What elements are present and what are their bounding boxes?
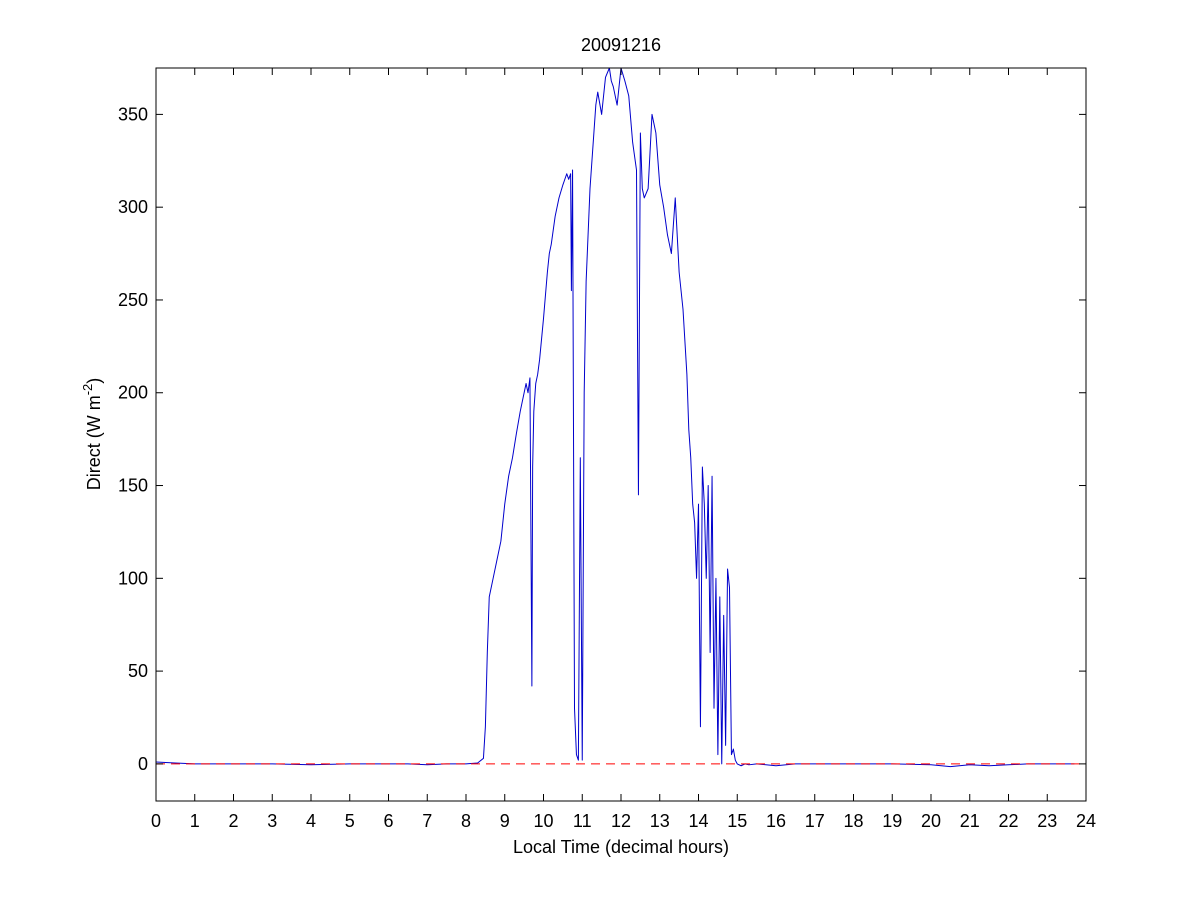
y-tick-label: 0 xyxy=(138,754,148,774)
x-tick-label: 0 xyxy=(151,811,161,831)
x-tick-label: 17 xyxy=(805,811,825,831)
x-tick-label: 19 xyxy=(882,811,902,831)
x-tick-label: 24 xyxy=(1076,811,1096,831)
y-axis-label-close: ) xyxy=(84,378,104,384)
x-axis-tick-labels: 0 1 2 3 4 5 6 7 8 9 10 11 12 13 14 15 16 17 18 19 20 21 22 23 24 xyxy=(151,811,1096,831)
direct-irradiance-series-line xyxy=(155,67,1075,768)
series-layer xyxy=(155,67,1075,768)
y-axis-label-main: Direct (W m xyxy=(84,395,104,490)
x-tick-label: 6 xyxy=(383,811,393,831)
y-axis-label: Direct (W m-2) xyxy=(80,378,104,491)
x-tick-label: 14 xyxy=(688,811,708,831)
y-tick-label: 250 xyxy=(118,290,148,310)
y-axis-ticks xyxy=(156,113,1086,765)
x-tick-label: 8 xyxy=(461,811,471,831)
x-tick-label: 10 xyxy=(533,811,553,831)
x-tick-label: 5 xyxy=(345,811,355,831)
y-tick-label: 150 xyxy=(118,476,148,496)
y-tick-label: 300 xyxy=(118,197,148,217)
y-tick-label: 200 xyxy=(118,383,148,403)
x-tick-label: 3 xyxy=(267,811,277,831)
x-tick-label: 21 xyxy=(960,811,980,831)
y-axis-tick-labels: 0 50 100 150 200 250 300 350 xyxy=(118,104,148,773)
x-axis-label: Local Time (decimal hours) xyxy=(513,837,729,857)
y-tick-label: 100 xyxy=(118,568,148,588)
x-tick-label: 7 xyxy=(422,811,432,831)
x-tick-label: 9 xyxy=(500,811,510,831)
x-tick-label: 1 xyxy=(190,811,200,831)
x-tick-label: 16 xyxy=(766,811,786,831)
x-tick-label: 20 xyxy=(921,811,941,831)
x-tick-label: 11 xyxy=(573,811,592,831)
y-tick-label: 350 xyxy=(118,104,148,124)
y-axis-label-superscript: -2 xyxy=(80,384,95,396)
x-tick-label: 4 xyxy=(306,811,316,831)
x-tick-label: 15 xyxy=(727,811,747,831)
plot-area xyxy=(156,68,1086,801)
x-axis-ticks xyxy=(155,68,1087,801)
x-tick-label: 22 xyxy=(998,811,1018,831)
x-tick-label: 18 xyxy=(843,811,863,831)
chart-title: 20091216 xyxy=(581,35,661,55)
x-tick-label: 12 xyxy=(611,811,631,831)
x-tick-label: 23 xyxy=(1037,811,1057,831)
x-tick-label: 13 xyxy=(650,811,670,831)
y-tick-label: 50 xyxy=(128,661,148,681)
x-tick-label: 2 xyxy=(228,811,238,831)
